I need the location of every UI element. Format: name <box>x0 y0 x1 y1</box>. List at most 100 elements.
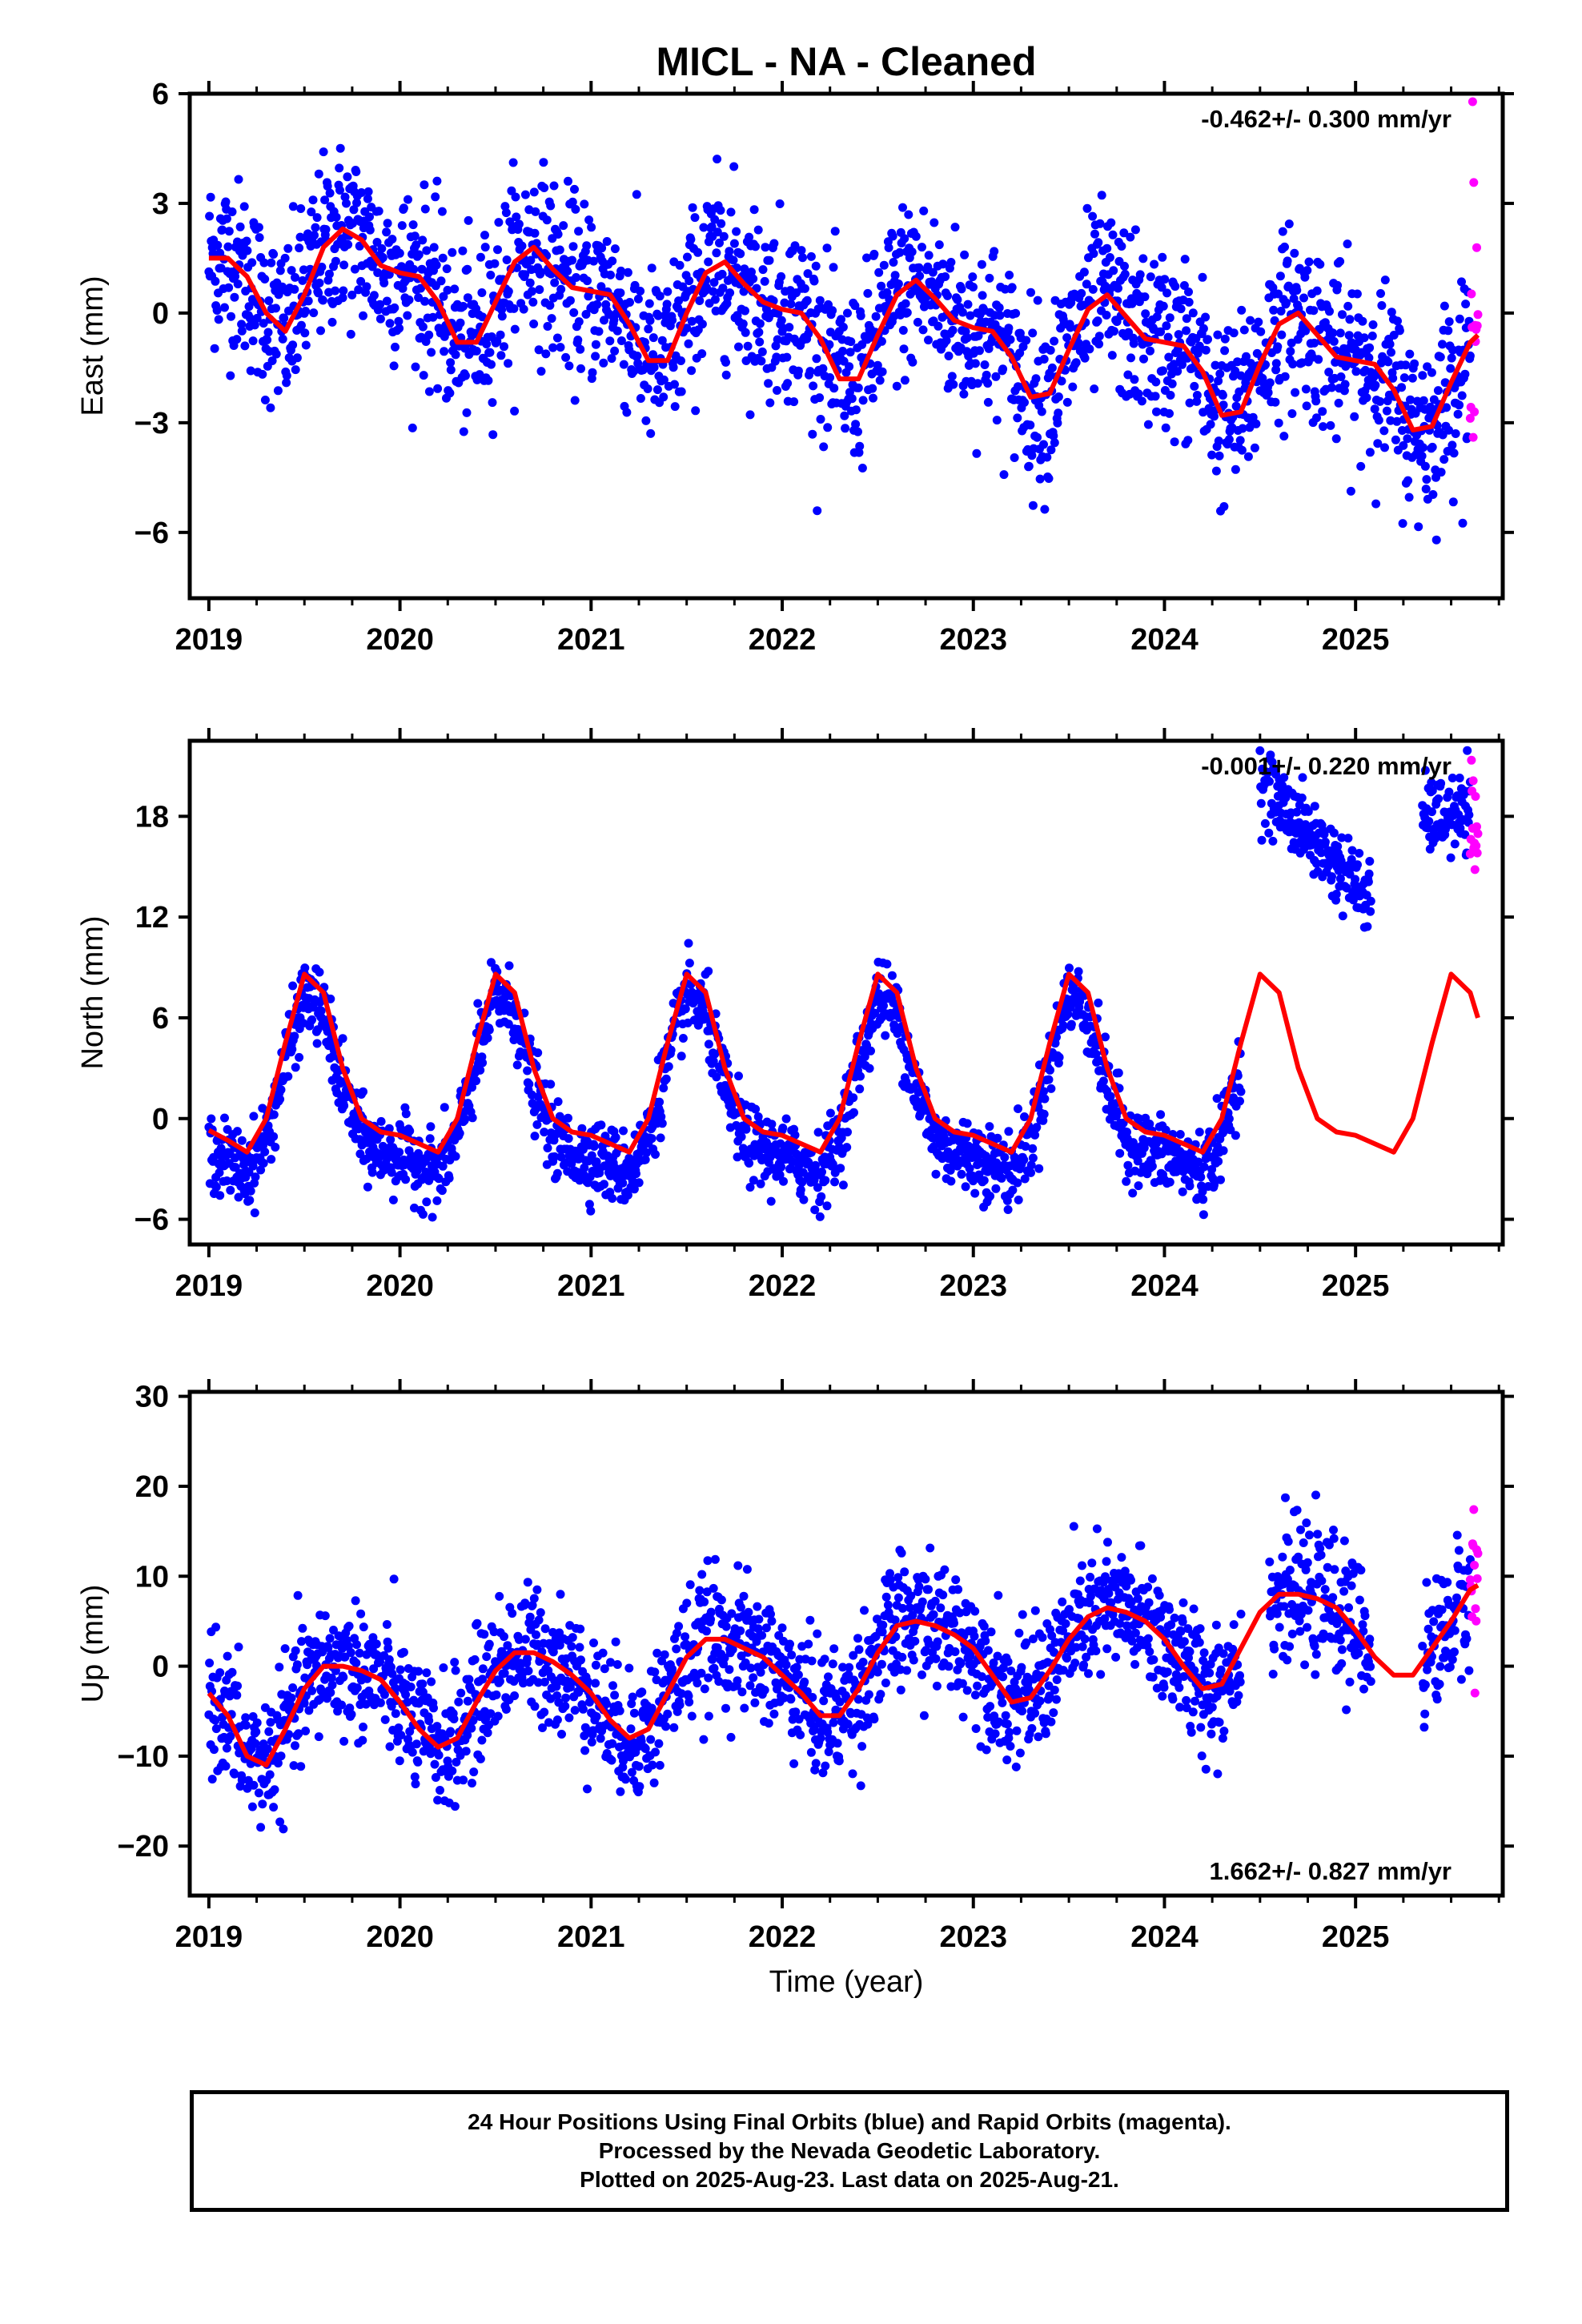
final-point <box>888 231 897 241</box>
final-point <box>1420 766 1430 775</box>
final-point <box>356 188 366 197</box>
final-point <box>1380 443 1389 452</box>
final-point <box>1030 1130 1040 1140</box>
final-point <box>953 295 962 304</box>
final-point <box>1178 1187 1187 1196</box>
final-point <box>391 342 400 352</box>
final-point <box>342 199 351 208</box>
final-point <box>713 227 722 237</box>
final-point <box>484 1639 494 1649</box>
final-point <box>269 250 279 259</box>
final-point <box>496 351 506 360</box>
final-point <box>1399 373 1409 383</box>
final-point <box>351 1659 361 1668</box>
final-point <box>1134 389 1143 399</box>
final-point <box>451 1666 460 1675</box>
final-point <box>412 240 421 250</box>
final-point <box>865 1063 874 1073</box>
final-point <box>1046 1084 1056 1093</box>
final-point <box>1275 271 1285 281</box>
final-point <box>934 240 944 250</box>
final-point <box>838 323 848 332</box>
final-point <box>822 1201 832 1211</box>
final-point <box>387 235 397 244</box>
final-point <box>1265 777 1274 786</box>
x-tick-label: 2024 <box>1130 1269 1199 1303</box>
final-point <box>1392 416 1402 426</box>
final-point <box>1281 793 1291 802</box>
final-point <box>1412 396 1422 406</box>
final-point <box>589 256 598 266</box>
final-point <box>1379 426 1389 436</box>
final-point <box>412 1739 421 1749</box>
panel-east-frame <box>187 91 1505 601</box>
final-point <box>288 202 298 211</box>
final-point <box>1324 368 1334 377</box>
final-point <box>553 1097 563 1107</box>
final-point <box>941 272 950 281</box>
final-point <box>828 306 837 316</box>
final-point <box>1359 333 1369 343</box>
final-point <box>1353 860 1362 870</box>
final-point <box>855 441 865 451</box>
final-point <box>545 300 555 310</box>
final-point <box>760 276 769 286</box>
final-point <box>845 348 855 357</box>
final-point <box>1210 1180 1219 1190</box>
final-point <box>775 199 785 208</box>
final-point <box>1280 372 1290 381</box>
final-point <box>375 300 385 309</box>
final-point <box>959 389 969 399</box>
chart-title: MICL - NA - Cleaned <box>656 39 1036 84</box>
final-point <box>647 1134 656 1144</box>
final-point <box>1255 746 1265 755</box>
final-point <box>1158 301 1168 311</box>
final-point <box>493 245 502 255</box>
final-point <box>288 1683 298 1692</box>
final-point <box>741 306 749 316</box>
final-point <box>993 1133 1002 1143</box>
final-point <box>1463 746 1472 755</box>
final-point <box>1448 497 1458 507</box>
final-point <box>264 296 274 305</box>
final-point <box>1071 358 1081 368</box>
final-point <box>232 335 242 344</box>
final-point <box>1050 336 1059 346</box>
final-point <box>1114 1068 1123 1078</box>
final-point <box>550 1152 560 1161</box>
final-point <box>346 1648 355 1658</box>
final-point <box>1050 438 1059 448</box>
final-point <box>1062 333 1072 343</box>
final-point <box>1461 300 1471 309</box>
x-tick-label: 2020 <box>366 623 434 657</box>
final-point <box>410 231 420 241</box>
final-point <box>1179 281 1189 290</box>
final-point <box>504 961 514 971</box>
final-point <box>816 415 825 424</box>
final-point <box>1120 269 1130 279</box>
final-point <box>1108 230 1118 239</box>
final-point <box>1077 288 1086 298</box>
final-point <box>704 1039 713 1049</box>
final-point <box>463 293 472 303</box>
final-point <box>484 376 493 385</box>
final-point <box>825 1108 835 1118</box>
final-point <box>437 207 447 216</box>
final-point <box>551 1129 560 1139</box>
final-point <box>849 1093 858 1103</box>
final-point <box>552 1168 562 1178</box>
final-point <box>510 406 520 416</box>
final-point <box>797 246 806 255</box>
final-point <box>576 364 585 373</box>
final-point <box>962 1119 972 1128</box>
final-point <box>999 470 1009 480</box>
final-point <box>661 1074 671 1084</box>
final-point <box>1093 316 1102 326</box>
final-point <box>1310 338 1319 348</box>
final-point <box>1269 305 1279 315</box>
final-point <box>1169 360 1178 369</box>
final-point <box>434 1174 444 1184</box>
final-point <box>286 1700 295 1710</box>
final-point <box>478 1664 488 1674</box>
final-point <box>240 341 250 351</box>
